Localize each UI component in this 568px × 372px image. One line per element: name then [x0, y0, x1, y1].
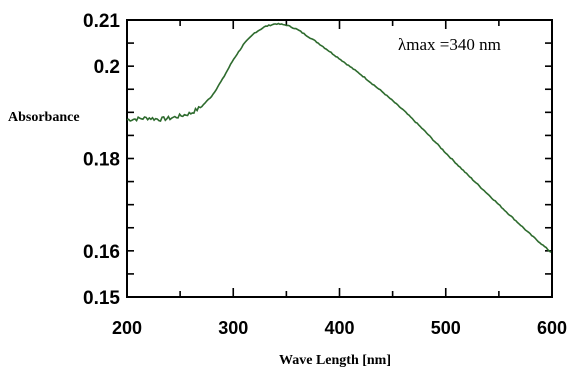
x-tick-label: 300: [218, 318, 248, 338]
x-tick-label: 500: [431, 318, 461, 338]
y-tick-label: 0.2: [94, 57, 120, 78]
tick-labels: 200 300 400 500 600 0.15 0.16 0.18 0.2 0.21: [83, 11, 567, 338]
y-tick-label: 0.18: [83, 150, 120, 171]
absorbance-curve: [126, 22, 552, 254]
x-axis-label: Wave Length [nm]: [279, 353, 391, 368]
y-tick-label: 0.21: [83, 11, 120, 32]
lambda-max-annotation: λmax =340 nm: [398, 35, 501, 54]
y-tick-label: 0.15: [83, 288, 120, 309]
x-tick-label: 400: [324, 318, 354, 338]
plot-frame: [126, 19, 553, 298]
y-tick-label: 0.16: [83, 242, 120, 263]
x-tick-label: 200: [112, 318, 142, 338]
axis-ticks: [126, 19, 553, 298]
y-axis-label: Absorbance: [8, 110, 80, 125]
x-tick-label: 600: [537, 318, 567, 338]
